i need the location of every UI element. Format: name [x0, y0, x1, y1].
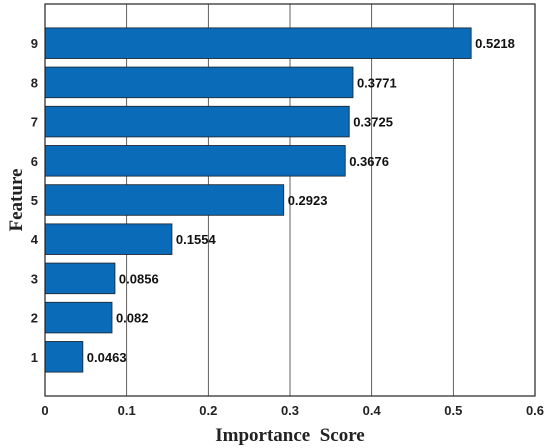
- data-labels: 0.0463 0.082 0.0856 0.1554 0.2923 0.3676 0.372…: [87, 36, 515, 365]
- x-tick-label: 0.6: [526, 403, 544, 418]
- bar-feature-1: [44, 341, 84, 373]
- plot-frame: [44, 3, 536, 397]
- y-tick-label: 8: [31, 75, 38, 90]
- bar-feature-6: [44, 145, 346, 177]
- x-tick-label: 0.2: [199, 403, 217, 418]
- y-tick-label: 9: [31, 36, 38, 51]
- x-tick-labels: 0 0.1 0.2 0.3 0.4 0.5 0.6: [41, 403, 544, 418]
- bar-feature-7: [44, 105, 350, 138]
- x-tick-label: 0.3: [281, 403, 299, 418]
- x-axis-title: Importance Score: [215, 425, 365, 446]
- y-tick-labels: 1 2 3 4 5 6 7 8 9: [31, 36, 39, 365]
- x-tick-label: 0: [41, 403, 48, 418]
- y-tick-label: 2: [31, 311, 38, 326]
- y-tick-label: 7: [31, 115, 38, 130]
- data-label: 0.0856: [119, 271, 159, 286]
- data-label: 0.3771: [357, 75, 397, 90]
- y-tick-label: 4: [31, 232, 39, 247]
- y-axis-title: Feature: [6, 169, 27, 232]
- bar-feature-4: [44, 223, 173, 255]
- y-tick-label: 3: [31, 271, 38, 286]
- y-tick-label: 1: [31, 350, 38, 365]
- data-label: 0.5218: [475, 36, 515, 51]
- data-label: 0.2923: [288, 193, 328, 208]
- y-tick-label: 6: [31, 154, 38, 169]
- bars: [44, 27, 472, 373]
- y-tick-label: 5: [31, 193, 38, 208]
- x-tick-label: 0.1: [118, 403, 136, 418]
- data-label: 0.082: [116, 311, 149, 326]
- data-label: 0.3676: [349, 154, 389, 169]
- x-tick-label: 0.4: [363, 403, 382, 418]
- data-label: 0.0463: [87, 350, 127, 365]
- bar-feature-5: [44, 184, 285, 216]
- bar-feature-8: [44, 66, 354, 99]
- x-tick-label: 0.5: [444, 403, 462, 418]
- bar-feature-3: [44, 262, 116, 295]
- data-label: 0.1554: [176, 232, 217, 247]
- bar-feature-2: [44, 301, 113, 334]
- bar-feature-9: [44, 27, 472, 59]
- data-label: 0.3725: [353, 115, 393, 130]
